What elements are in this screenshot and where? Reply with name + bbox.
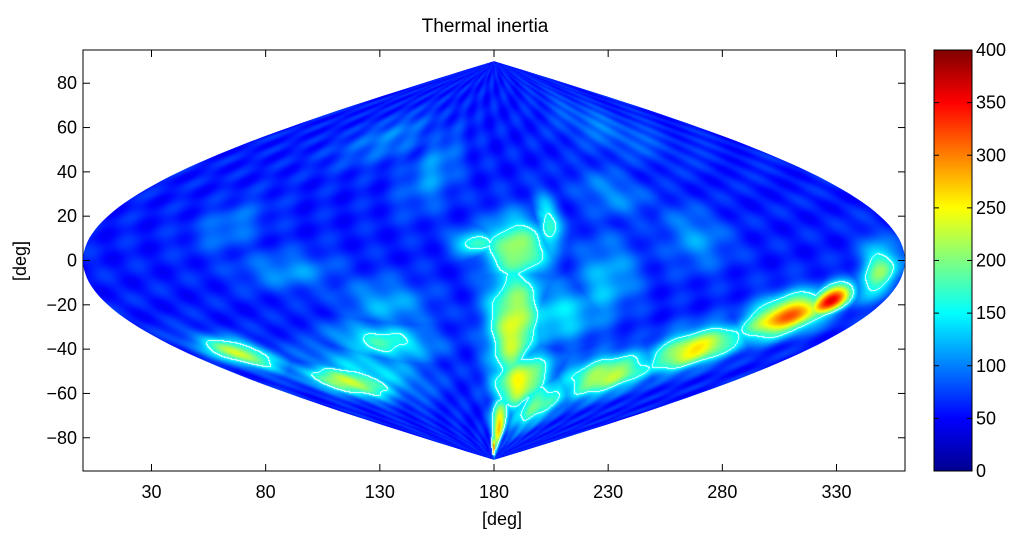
y-axis-ticks: 80 60 40 20 0 −20 −40 −60 −80	[46, 73, 905, 448]
colorbar-tick-label: 250	[976, 198, 1006, 218]
x-tick-label: 280	[707, 482, 737, 502]
y-tick-label: 20	[57, 206, 77, 226]
colorbar-tick-label: 400	[976, 40, 1006, 60]
y-tick-label: −40	[46, 339, 77, 359]
y-tick-label: −60	[46, 383, 77, 403]
x-tick-label: 80	[256, 482, 276, 502]
colorbar-tick-label: 150	[976, 303, 1006, 323]
y-tick-label: 40	[57, 162, 77, 182]
x-axis-label: [deg]	[482, 509, 522, 529]
chart-title: Thermal inertia	[422, 16, 549, 37]
y-tick-label: 60	[57, 118, 77, 138]
colorbar-tick-label: 300	[976, 145, 1006, 165]
y-tick-label: 0	[67, 251, 77, 271]
x-tick-label: 330	[821, 482, 851, 502]
y-tick-label: −80	[46, 428, 77, 448]
y-tick-label: −20	[46, 295, 77, 315]
y-tick-label: 80	[57, 73, 77, 93]
x-tick-label: 30	[141, 482, 161, 502]
colorbar-tick-label: 100	[976, 356, 1006, 376]
colorbar-tick-label: 0	[976, 461, 986, 481]
x-axis-ticks: 30 80 130 180 230 280 330	[141, 50, 852, 502]
colorbar	[933, 49, 973, 472]
colorbar-tick-label: 200	[976, 251, 1006, 271]
colorbar-ticks: 0 50 100 150 200 250 300 350 400	[934, 40, 1006, 481]
x-tick-label: 130	[365, 482, 395, 502]
colorbar-tick-label: 350	[976, 93, 1006, 113]
colorbar-tick-label: 50	[976, 408, 996, 428]
y-axis-label: [deg]	[10, 241, 30, 281]
x-tick-label: 230	[593, 482, 623, 502]
x-tick-label: 180	[479, 482, 509, 502]
